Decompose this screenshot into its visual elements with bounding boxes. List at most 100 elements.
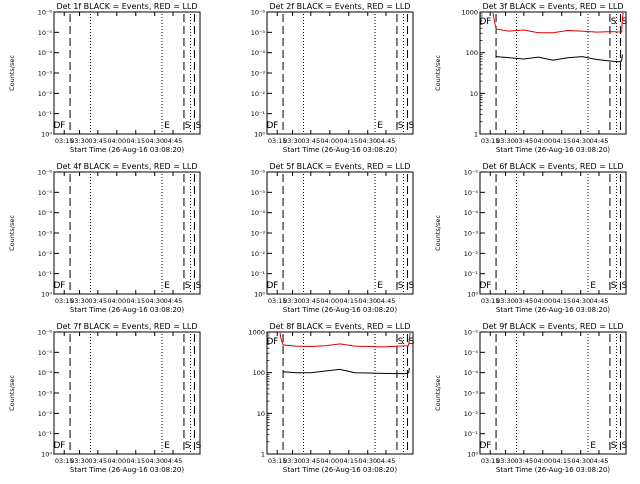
det-4f-title: Det 4f BLACK = Events, RED = LLD xyxy=(56,162,197,171)
det-3f-event-marker: F xyxy=(486,17,491,27)
det-1f-xtick-label: 03:15 xyxy=(55,137,74,145)
det-3f-event-marker: S xyxy=(622,17,628,27)
det-3f-xlabel: Start Time (26-Aug-16 03:08:20) xyxy=(496,146,610,154)
det-2f-xlabel: Start Time (26-Aug-16 03:08:20) xyxy=(283,146,397,154)
det-7f-ytick-label: 10⁰ xyxy=(41,451,52,459)
det-7f-xtick-label: 03:15 xyxy=(55,457,74,465)
det-3f-ylabel: Counts/sec xyxy=(434,55,442,91)
det-2f-ytick-label: 10⁰ xyxy=(254,131,265,139)
det-5f-xtick-label: 04:30 xyxy=(358,297,377,305)
det-8f-event-marker: S xyxy=(398,337,404,347)
det-7f-ytick-label: 10⁻⁶ xyxy=(38,329,53,337)
det-3f-series-0 xyxy=(492,12,624,34)
det-9f-xtick-label: 03:30 xyxy=(496,457,515,465)
det-3f-xtick-label: 03:30 xyxy=(496,137,515,145)
det-4f-xlabel: Start Time (26-Aug-16 03:08:20) xyxy=(70,306,184,314)
det-7f-event-marker: E xyxy=(164,441,170,451)
det-8f-xtick-label: 04:30 xyxy=(358,457,377,465)
det-3f-title: Det 3f BLACK = Events, RED = LLD xyxy=(482,2,623,11)
det-1f-event-marker: E xyxy=(164,121,170,131)
det-1f-event-marker: S xyxy=(185,121,191,131)
det-1f-plot-frame xyxy=(53,11,201,135)
det-9f-plot-frame xyxy=(479,331,627,455)
det-5f-xtick-label: 03:30 xyxy=(283,297,302,305)
det-2f-event-marker: E xyxy=(377,121,383,131)
det-9f-xtick-label: 04:45 xyxy=(590,457,609,465)
det-1f-event-marker: D xyxy=(53,121,60,131)
det-5f-ytick-label: 10⁻¹ xyxy=(251,270,266,278)
det-5f-ytick-label: 10⁻⁵ xyxy=(251,189,266,197)
det-9f-xtick-label: 03:15 xyxy=(481,457,500,465)
det-9f-ytick-label: 10⁻⁶ xyxy=(464,329,479,337)
det-5f-ytick-label: 10⁻³ xyxy=(251,230,266,238)
det-1f-xtick-label: 04:15 xyxy=(126,137,145,145)
det-6f-event-marker: E xyxy=(590,281,596,291)
det-9f-event-marker: E xyxy=(590,441,596,451)
det-7f-xtick-label: 04:15 xyxy=(126,457,145,465)
det-3f-xtick-label: 04:00 xyxy=(533,137,552,145)
det-6f-ytick-label: 10⁰ xyxy=(467,291,478,299)
det-7f-xtick-label: 04:30 xyxy=(145,457,164,465)
det-1f-ytick-label: 10⁻² xyxy=(38,90,53,98)
det-5f-event-marker: F xyxy=(273,281,278,291)
det-1f-ytick-label: 10⁰ xyxy=(41,131,52,139)
det-8f-xtick-label: 03:45 xyxy=(301,457,320,465)
det-3f-plot-frame xyxy=(479,11,627,135)
det-6f-event-marker: D xyxy=(479,281,486,291)
det-1f-ytick-label: 10⁻¹ xyxy=(38,110,53,118)
det-4f-ylabel: Counts/sec xyxy=(8,215,16,251)
det-8f-series-1 xyxy=(283,367,410,375)
det-6f-ytick-label: 10⁻¹ xyxy=(464,270,479,278)
det-8f-event-marker: S xyxy=(409,337,415,347)
det-9f-xtick-label: 04:00 xyxy=(533,457,552,465)
det-8f-xtick-label: 04:00 xyxy=(320,457,339,465)
det-1f-event-marker: S xyxy=(196,121,202,131)
det-2f-ytick-label: 10⁻¹ xyxy=(251,110,266,118)
det-9f-xtick-label: 04:30 xyxy=(571,457,590,465)
det-1f-xtick-label: 04:45 xyxy=(164,137,183,145)
det-5f-ytick-label: 10⁻⁶ xyxy=(251,169,266,177)
det-7f-ytick-label: 10⁻² xyxy=(38,410,53,418)
det-9f-title: Det 9f BLACK = Events, RED = LLD xyxy=(482,322,623,331)
det-8f-xlabel: Start Time (26-Aug-16 03:08:20) xyxy=(283,466,397,474)
det-9f-xtick-label: 03:45 xyxy=(514,457,533,465)
det-5f-ytick-label: 10⁰ xyxy=(254,291,265,299)
det-5f-xlabel: Start Time (26-Aug-16 03:08:20) xyxy=(283,306,397,314)
det-7f-event-marker: D xyxy=(53,441,60,451)
det-7f-event-marker: S xyxy=(185,441,191,451)
det-3f-xtick-label: 03:15 xyxy=(481,137,500,145)
det-9f-event-marker: S xyxy=(622,441,628,451)
det-8f-xtick-label: 04:45 xyxy=(377,457,396,465)
det-6f-event-marker: S xyxy=(611,281,617,291)
det-2f-ytick-label: 10⁻⁴ xyxy=(251,49,266,57)
det-6f-xtick-label: 03:15 xyxy=(481,297,500,305)
det-4f-xtick-label: 04:15 xyxy=(126,297,145,305)
det-7f-plot-frame xyxy=(53,331,201,455)
det-7f-xtick-label: 04:45 xyxy=(164,457,183,465)
det-5f-plot-frame xyxy=(266,171,414,295)
det-9f-event-marker: S xyxy=(611,441,617,451)
det-5f-xtick-label: 03:45 xyxy=(301,297,320,305)
det-6f-xtick-label: 04:15 xyxy=(552,297,571,305)
det-3f-xtick-label: 03:45 xyxy=(514,137,533,145)
det-1f-xtick-label: 03:30 xyxy=(70,137,89,145)
det-7f-ytick-label: 10⁻³ xyxy=(38,390,53,398)
det-2f-xtick-label: 04:30 xyxy=(358,137,377,145)
det-1f-ytick-label: 10⁻⁵ xyxy=(38,29,53,37)
det-6f-title: Det 6f BLACK = Events, RED = LLD xyxy=(482,162,623,171)
det-6f-ylabel: Counts/sec xyxy=(434,215,442,251)
det-2f-xtick-label: 04:45 xyxy=(377,137,396,145)
det-4f-plot-frame xyxy=(53,171,201,295)
det-2f-event-marker: D xyxy=(266,121,273,131)
det-8f-ytick-label: 100 xyxy=(253,369,265,377)
det-7f-xtick-label: 03:30 xyxy=(70,457,89,465)
det-6f-plot-frame xyxy=(479,171,627,295)
det-2f-ytick-label: 10⁻² xyxy=(251,90,266,98)
det-2f-xtick-label: 04:00 xyxy=(320,137,339,145)
det-7f-ytick-label: 10⁻¹ xyxy=(38,430,53,438)
det-1f-event-marker: F xyxy=(60,121,65,131)
det-6f-ytick-label: 10⁻⁴ xyxy=(464,209,479,217)
det-3f-event-marker: D xyxy=(479,17,486,27)
det-7f-event-marker: S xyxy=(196,441,202,451)
